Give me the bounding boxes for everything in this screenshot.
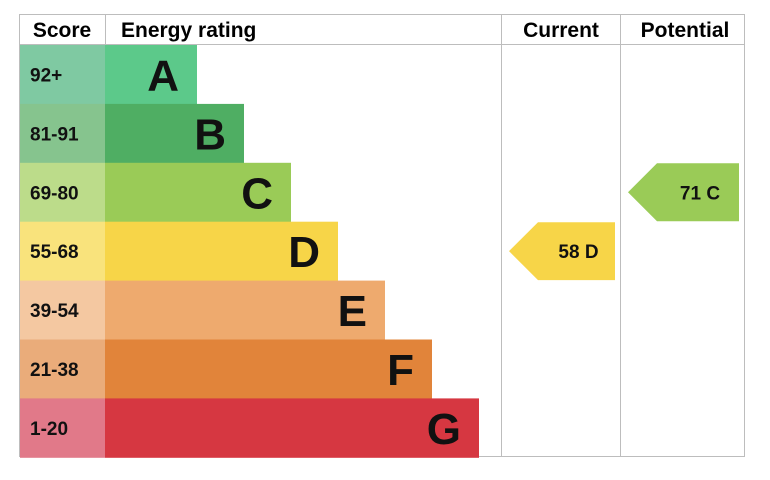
score-cell-g xyxy=(20,398,105,458)
score-cell-d xyxy=(20,221,105,282)
potential-arrow xyxy=(628,163,739,222)
band-letter-f: F xyxy=(387,346,414,395)
score-label-e: 39-54 xyxy=(30,301,79,322)
potential-arrow-label: 71 C xyxy=(680,183,720,204)
current-arrow-label: 58 D xyxy=(558,242,598,263)
header-energy-rating: Energy rating xyxy=(121,19,256,42)
score-cell-b xyxy=(20,103,105,164)
score-cell-a xyxy=(20,45,105,105)
header-score: Score xyxy=(33,19,91,42)
score-label-c: 69-80 xyxy=(30,183,79,204)
band-letter-b: B xyxy=(194,110,226,159)
score-cell-c xyxy=(20,162,105,223)
band-bar-f xyxy=(105,339,432,399)
band-bar-g xyxy=(105,398,479,458)
band-bar-a xyxy=(105,45,197,105)
score-cell-f xyxy=(20,339,105,399)
rating-arrows: 58 D 71 C xyxy=(509,163,739,281)
score-label-a: 92+ xyxy=(30,65,62,86)
band-letter-e: E xyxy=(338,287,367,336)
current-arrow xyxy=(509,222,615,281)
band-bar-b xyxy=(105,103,244,164)
band-letter-g: G xyxy=(427,405,461,454)
score-label-g: 1-20 xyxy=(30,419,68,440)
score-label-f: 21-38 xyxy=(30,360,79,381)
rating-bands: 92+ A 81-91 B 69-80 C 55-68 D 39-54 E 21-38 F 1-20 G xyxy=(20,45,479,458)
band-bar-c xyxy=(105,162,291,223)
band-letter-a: A xyxy=(147,51,179,100)
header-potential: Potential xyxy=(641,19,730,42)
score-label-b: 81-91 xyxy=(30,124,79,145)
header-current: Current xyxy=(523,19,599,42)
band-bar-e xyxy=(105,280,385,340)
score-cell-e xyxy=(20,280,105,340)
score-label-d: 55-68 xyxy=(30,242,79,263)
band-bar-d xyxy=(105,221,338,282)
band-letter-d: D xyxy=(288,228,320,277)
band-letter-c: C xyxy=(241,169,273,218)
